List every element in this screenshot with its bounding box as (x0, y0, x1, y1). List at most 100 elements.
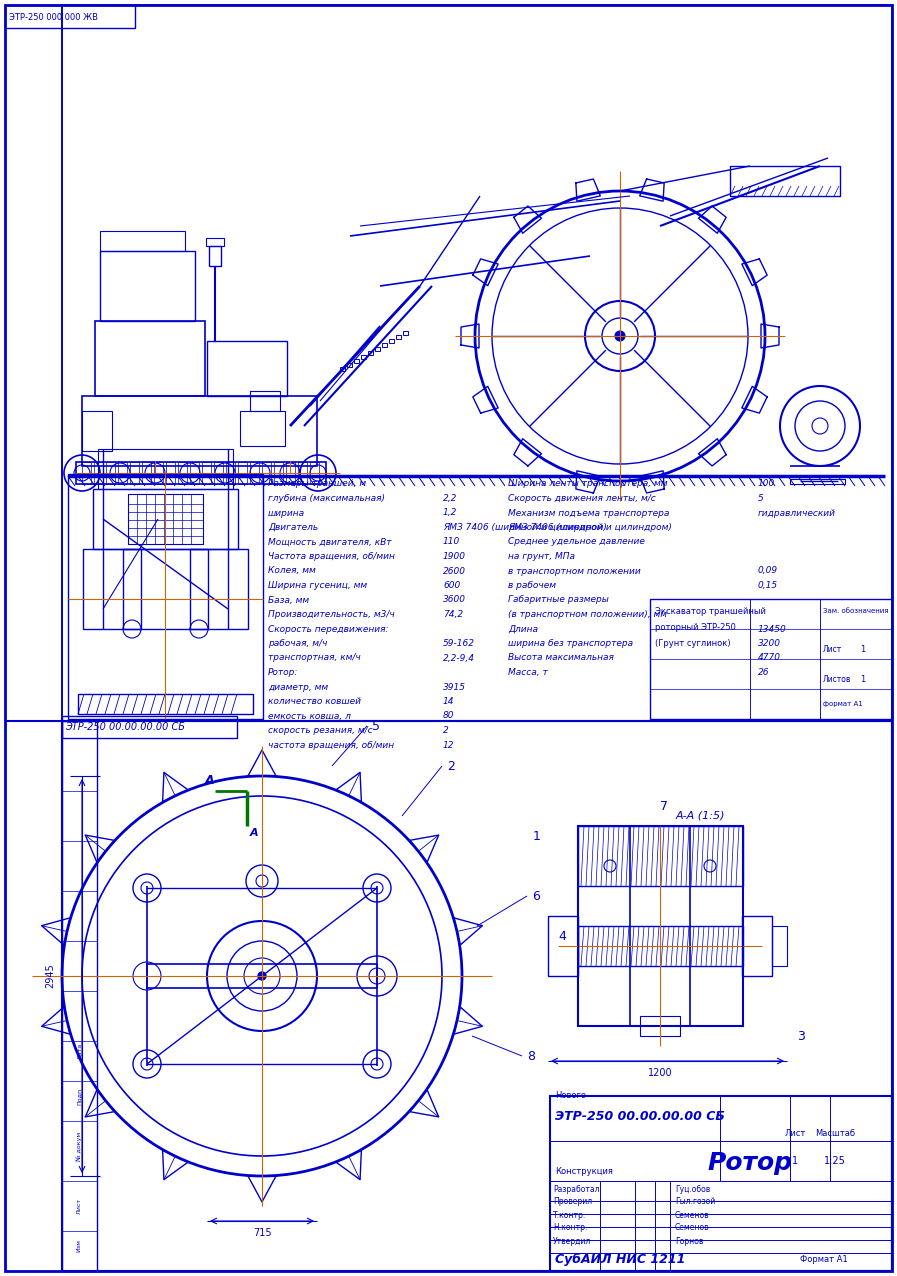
Text: 3200: 3200 (758, 639, 781, 648)
Text: Гуц.обов: Гуц.обов (675, 1184, 710, 1193)
Bar (772, 926, 787, 966)
Text: 5: 5 (372, 720, 380, 732)
Bar (130, 462, 139, 484)
Text: на грунт, МПа: на грунт, МПа (508, 553, 575, 561)
Text: Лист: Лист (76, 1198, 82, 1213)
Text: 8: 8 (527, 1049, 535, 1063)
Bar (250, 462, 259, 484)
Bar (100, 251, 195, 322)
Text: Дата: Дата (76, 1042, 82, 1059)
Text: 1: 1 (860, 644, 866, 653)
Text: А: А (250, 828, 258, 838)
Text: 1: 1 (860, 675, 866, 684)
Bar (142, 462, 151, 484)
Text: ширина без транспортера: ширина без транспортера (508, 639, 633, 648)
Bar (347, 362, 352, 367)
Bar (68, 473, 263, 718)
Bar (403, 330, 408, 336)
Text: 80: 80 (443, 712, 455, 721)
Text: (в транспортном положении), мм: (в транспортном положении), мм (508, 610, 667, 619)
Text: 100: 100 (758, 480, 775, 489)
Text: 59-162: 59-162 (443, 639, 475, 648)
Text: 715: 715 (253, 1228, 271, 1238)
Text: Габаритные размеры: Габаритные размеры (508, 596, 609, 605)
Bar (226, 462, 235, 484)
Text: Ширина гусениц, мм: Ширина гусениц, мм (268, 581, 367, 590)
Text: 1,2: 1,2 (443, 509, 457, 518)
Text: транспортная, км/ч: транспортная, км/ч (268, 653, 361, 662)
Bar (310, 462, 319, 484)
Text: (Грунт суглинок): (Грунт суглинок) (655, 639, 731, 648)
Text: 4: 4 (558, 929, 566, 943)
Bar (76, 462, 326, 484)
Text: 1: 1 (533, 829, 541, 842)
Bar (396, 336, 401, 339)
Circle shape (615, 330, 625, 341)
Text: Размеры траншей, м: Размеры траншей, м (268, 480, 366, 489)
Text: 0,15: 0,15 (758, 581, 778, 590)
Circle shape (258, 972, 266, 980)
Text: 3915: 3915 (443, 683, 466, 692)
Text: 0,09: 0,09 (758, 567, 778, 575)
Bar (62, 721, 97, 1271)
Text: 26: 26 (758, 669, 770, 678)
Bar (166, 462, 175, 484)
Text: Лист: Лист (784, 1128, 806, 1137)
Text: 2945: 2945 (45, 963, 55, 989)
Bar (78, 694, 253, 715)
Text: № докум: № докум (76, 1132, 82, 1161)
Text: Конструкция: Конструкция (555, 1166, 613, 1175)
Bar (375, 347, 380, 351)
Text: База, мм: База, мм (268, 596, 309, 605)
Bar (578, 826, 743, 1026)
Text: Зам. обозначения: Зам. обозначения (823, 607, 889, 614)
Text: Скорость движения ленты, м/с: Скорость движения ленты, м/с (508, 494, 656, 503)
Text: частота вращения, об/мин: частота вращения, об/мин (268, 740, 394, 749)
Bar (340, 367, 345, 371)
Text: 13450: 13450 (758, 624, 787, 633)
Bar (389, 339, 394, 343)
Text: Разработал: Разработал (553, 1184, 599, 1193)
Text: диаметр, мм: диаметр, мм (268, 683, 328, 692)
Bar (730, 166, 840, 197)
Bar (82, 411, 112, 450)
Bar (106, 462, 115, 484)
Bar (790, 478, 845, 484)
Bar (62, 5, 892, 721)
Text: ЯМЗ 7406 (шириной и цилиндром): ЯМЗ 7406 (шириной и цилиндром) (508, 523, 672, 532)
Text: Изм: Изм (76, 1239, 82, 1253)
Text: 2,2: 2,2 (443, 494, 457, 503)
Bar (630, 826, 690, 1026)
Bar (207, 341, 287, 396)
Bar (640, 1016, 680, 1036)
Bar (100, 231, 185, 251)
Text: Проверил: Проверил (553, 1197, 592, 1207)
Text: Формат А1: Формат А1 (800, 1254, 848, 1263)
Text: Гыл.гозой: Гыл.гозой (675, 1197, 715, 1207)
Text: 110: 110 (443, 537, 460, 546)
Text: 1:25: 1:25 (824, 1156, 846, 1166)
Bar (262, 462, 271, 484)
Bar (118, 462, 127, 484)
Bar (5, 5, 135, 28)
Text: Листов: Листов (823, 675, 851, 684)
Text: Экскаватор траншейный: Экскаватор траншейный (655, 606, 766, 615)
Bar (382, 343, 387, 347)
Text: Ширина ленты транспортера, мм: Ширина ленты транспортера, мм (508, 480, 667, 489)
Text: рабочая, м/ч: рабочая, м/ч (268, 639, 327, 648)
Text: Масса, т: Масса, т (508, 669, 548, 678)
Text: в транспортном положении: в транспортном положении (508, 567, 640, 575)
Text: роторный ЭТР-250: роторный ЭТР-250 (655, 623, 736, 632)
Bar (286, 462, 295, 484)
Text: Длина: Длина (508, 624, 538, 633)
Text: 6: 6 (532, 889, 540, 902)
Bar (95, 322, 205, 396)
Text: 3600: 3600 (443, 596, 466, 605)
Text: 12: 12 (443, 740, 455, 749)
Text: Масштаб: Масштаб (815, 1128, 855, 1137)
Bar (214, 462, 223, 484)
Bar (83, 549, 248, 629)
Bar (147, 963, 377, 988)
Text: 2600: 2600 (443, 567, 466, 575)
Text: Частота вращения, об/мин: Частота вращения, об/мин (268, 553, 395, 561)
